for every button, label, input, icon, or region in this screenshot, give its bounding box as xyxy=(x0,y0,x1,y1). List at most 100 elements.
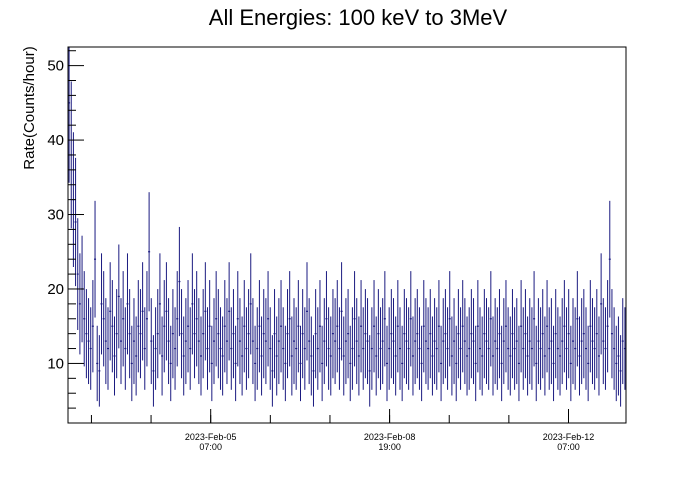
data-point xyxy=(318,280,321,373)
data-point xyxy=(243,280,246,373)
data-point xyxy=(347,289,350,379)
data-point xyxy=(360,280,363,373)
data-point xyxy=(275,316,278,396)
data-point xyxy=(273,289,276,379)
data-point xyxy=(479,307,482,390)
data-point xyxy=(128,289,131,379)
data-point xyxy=(154,307,157,390)
data-point xyxy=(522,307,525,390)
data-point xyxy=(241,316,244,396)
data-point xyxy=(444,289,447,379)
data-point xyxy=(329,316,332,396)
data-point xyxy=(414,298,417,385)
data-point xyxy=(615,325,618,402)
data-point xyxy=(593,307,596,390)
data-point xyxy=(152,335,155,407)
data-point xyxy=(370,307,373,390)
data-point xyxy=(576,271,579,367)
data-point xyxy=(249,253,252,355)
data-point xyxy=(202,289,205,379)
data-point xyxy=(174,307,177,390)
data-point xyxy=(83,271,86,367)
x-tick-label-date: 2023-Feb-08 xyxy=(364,432,416,442)
data-point xyxy=(552,325,555,402)
data-point xyxy=(74,157,77,287)
data-point xyxy=(210,325,213,402)
y-tick-label: 10 xyxy=(47,355,64,372)
data-point xyxy=(165,262,168,361)
data-point xyxy=(141,262,144,361)
data-point xyxy=(338,307,341,390)
data-point xyxy=(606,280,609,373)
data-point xyxy=(483,289,486,379)
data-point xyxy=(113,316,116,396)
data-point xyxy=(559,316,562,396)
data-point xyxy=(245,307,248,390)
y-tick-label: 20 xyxy=(47,281,64,298)
data-point xyxy=(433,298,436,385)
data-point xyxy=(132,298,135,385)
data-point xyxy=(269,307,272,390)
data-point xyxy=(530,307,533,390)
data-point xyxy=(459,307,462,390)
data-point xyxy=(247,289,250,379)
data-point xyxy=(507,307,510,390)
data-point xyxy=(119,298,122,385)
data-point xyxy=(366,298,369,385)
data-point xyxy=(608,200,611,318)
data-point xyxy=(286,289,289,379)
y-tick-label: 40 xyxy=(47,132,64,149)
data-point xyxy=(461,280,464,373)
data-point xyxy=(102,271,105,367)
data-point xyxy=(100,253,103,355)
data-point xyxy=(619,335,622,407)
data-point xyxy=(388,307,391,390)
data-point xyxy=(379,307,382,390)
data-point xyxy=(262,289,265,379)
data-point xyxy=(260,316,263,396)
data-point xyxy=(375,316,378,396)
data-point xyxy=(271,335,274,407)
data-point xyxy=(342,316,345,396)
data-point xyxy=(334,298,337,385)
data-point xyxy=(178,226,181,337)
data-point xyxy=(297,280,300,373)
data-point xyxy=(323,298,326,385)
data-point xyxy=(327,307,330,390)
data-point xyxy=(161,316,164,396)
data-point xyxy=(457,289,460,379)
data-point xyxy=(169,325,172,402)
data-point xyxy=(504,280,507,373)
data-point xyxy=(498,289,501,379)
data-point xyxy=(450,316,453,396)
x-tick-label-date: 2023-Feb-05 xyxy=(185,432,237,442)
data-point xyxy=(422,280,425,373)
data-point xyxy=(156,289,159,379)
data-point xyxy=(344,298,347,385)
data-point xyxy=(584,307,587,390)
data-point xyxy=(453,298,456,385)
data-point xyxy=(403,289,406,379)
data-point xyxy=(143,307,146,390)
data-point xyxy=(284,325,287,402)
data-point xyxy=(195,271,198,367)
data-point xyxy=(396,280,399,373)
data-point xyxy=(429,289,432,379)
data-point xyxy=(580,298,583,385)
plot-frame xyxy=(67,46,627,424)
data-point xyxy=(470,289,473,379)
data-point xyxy=(219,307,222,390)
data-point xyxy=(353,271,356,367)
data-point xyxy=(610,289,613,379)
data-point xyxy=(331,289,334,379)
data-point xyxy=(109,262,112,361)
data-point xyxy=(489,271,492,367)
data-point xyxy=(496,307,499,390)
data-point xyxy=(463,298,466,385)
data-point xyxy=(94,200,97,318)
data-point xyxy=(221,316,224,396)
data-point xyxy=(578,316,581,396)
data-point xyxy=(232,289,235,379)
data-point xyxy=(200,316,203,396)
